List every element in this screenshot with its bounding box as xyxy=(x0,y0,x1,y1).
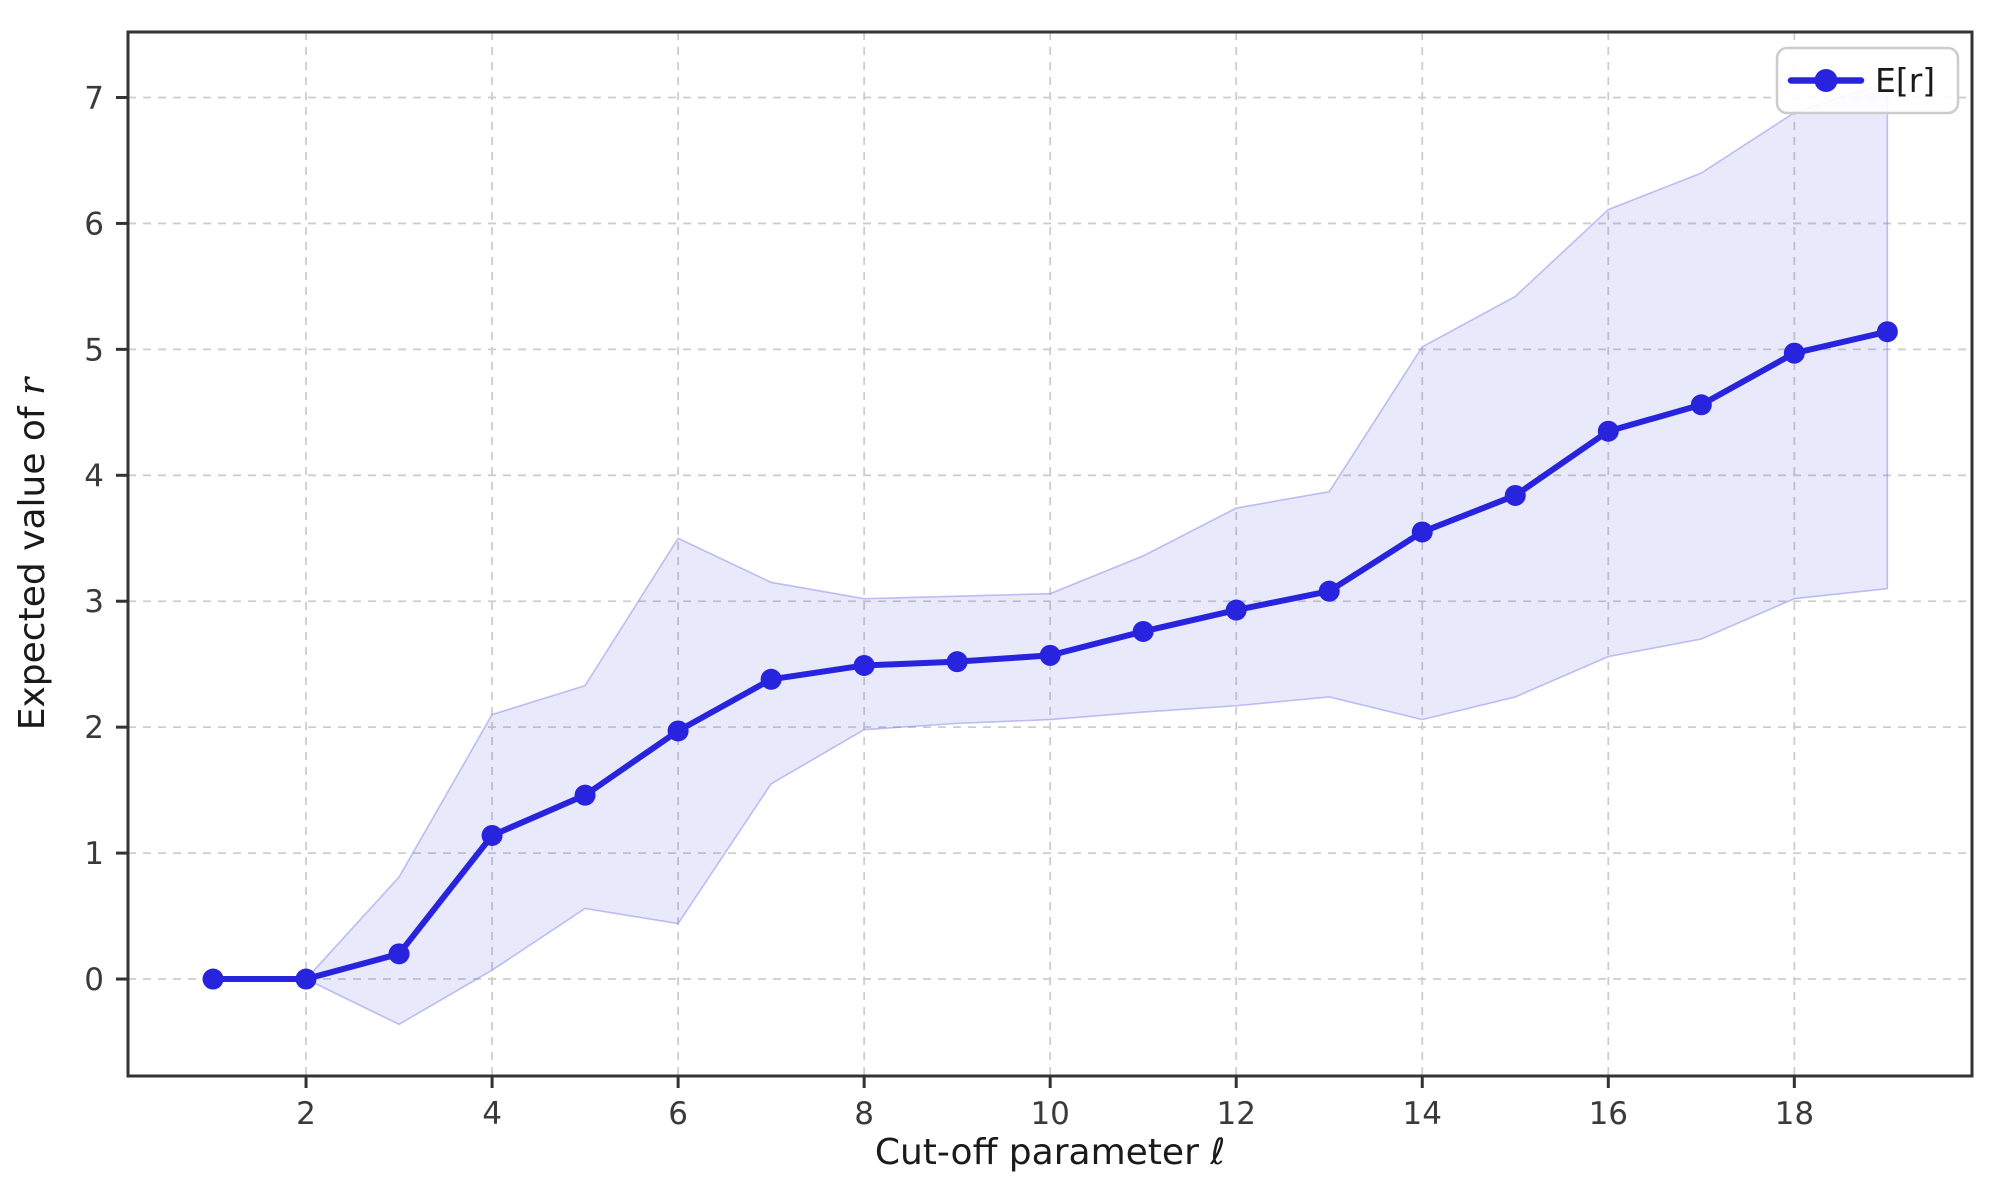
data-point-marker xyxy=(1597,420,1619,442)
data-point-marker xyxy=(574,784,596,806)
y-axis-label: Expected value of r xyxy=(12,376,53,730)
y-tick-label: 5 xyxy=(84,332,104,368)
data-point-marker xyxy=(1039,644,1061,666)
y-tick-label: 0 xyxy=(84,962,104,998)
x-tick-label: 14 xyxy=(1403,1096,1442,1132)
x-tick-label: 2 xyxy=(296,1096,316,1132)
y-tick-label: 4 xyxy=(84,458,104,494)
data-point-marker xyxy=(946,651,968,673)
data-point-marker xyxy=(481,824,503,846)
data-point-marker xyxy=(1132,620,1154,642)
data-point-marker xyxy=(1876,321,1898,343)
y-tick-label: 7 xyxy=(84,80,104,116)
data-point-marker xyxy=(1225,599,1247,621)
y-tick-label: 2 xyxy=(84,710,104,746)
legend-label: E[r] xyxy=(1875,61,1935,100)
x-tick-label: 18 xyxy=(1775,1096,1814,1132)
x-tick-label: 8 xyxy=(854,1096,874,1132)
y-tick-label: 6 xyxy=(84,206,104,242)
data-point-marker xyxy=(760,668,782,690)
data-point-marker xyxy=(853,654,875,676)
data-point-marker xyxy=(388,943,410,965)
data-point-marker xyxy=(1411,521,1433,543)
x-tick-label: 10 xyxy=(1030,1096,1069,1132)
x-tick-label: 12 xyxy=(1216,1096,1255,1132)
data-point-marker xyxy=(202,968,224,990)
data-point-marker xyxy=(1783,342,1805,364)
x-tick-label: 16 xyxy=(1589,1096,1628,1132)
x-tick-label: 6 xyxy=(668,1096,688,1132)
x-tick-label: 4 xyxy=(482,1096,502,1132)
data-point-marker xyxy=(667,720,689,742)
data-point-marker xyxy=(1690,394,1712,416)
y-tick-label: 1 xyxy=(84,836,104,872)
legend-marker xyxy=(1814,69,1838,92)
data-point-marker xyxy=(1318,580,1340,602)
x-axis-label: Cut-off parameter ℓ xyxy=(875,1132,1225,1173)
y-tick-label: 3 xyxy=(84,584,104,620)
data-point-marker xyxy=(1504,484,1526,506)
data-point-marker xyxy=(295,968,317,990)
legend-box xyxy=(1775,46,1960,115)
